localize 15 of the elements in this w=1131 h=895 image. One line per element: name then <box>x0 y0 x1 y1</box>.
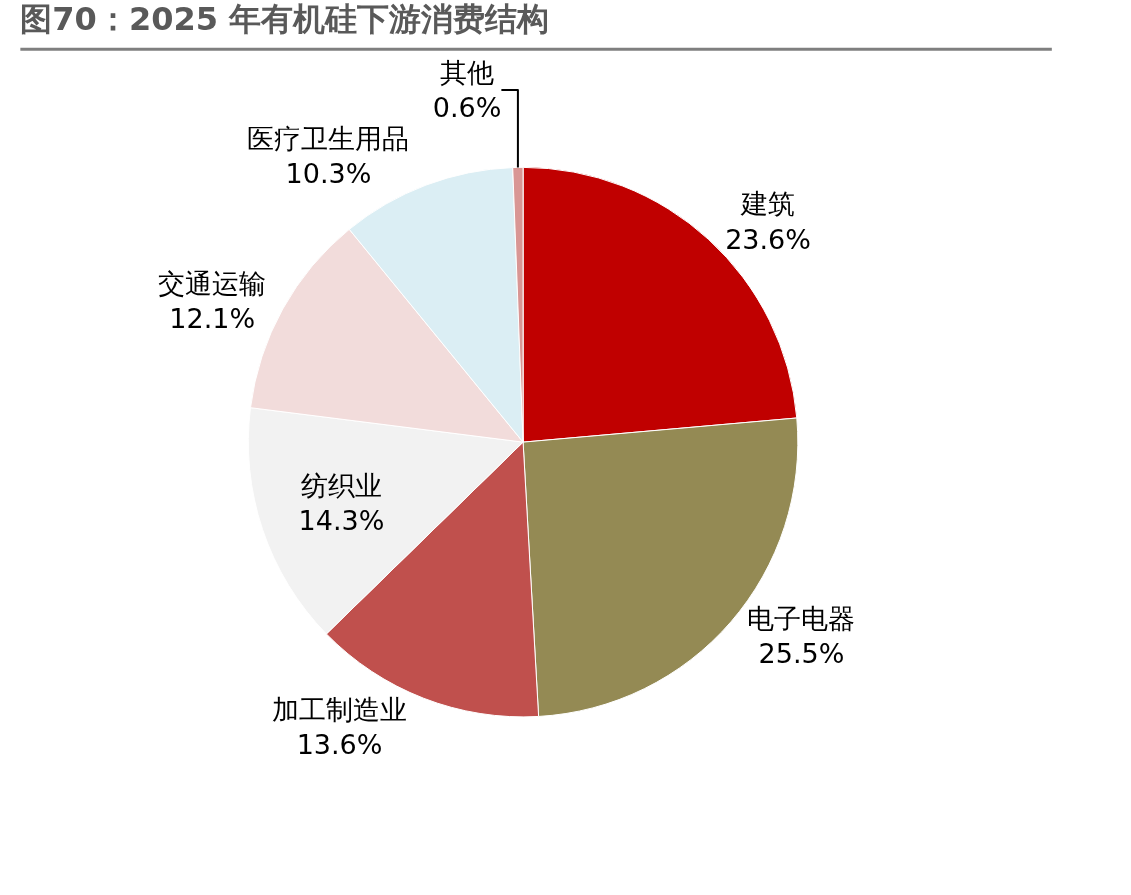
data-label: 12.1% <box>169 303 256 335</box>
slice-label: 纺织业 <box>300 469 382 501</box>
slice-label: 建筑 <box>740 188 796 220</box>
slice-label: 加工制造业 <box>272 693 408 725</box>
data-label: 14.3% <box>298 505 385 537</box>
slice-label: 电子电器 <box>747 602 856 634</box>
slice-label: 其他 <box>440 57 495 89</box>
data-label: 0.6% <box>432 92 502 124</box>
data-label: 25.5% <box>758 638 845 670</box>
data-label: 23.6% <box>725 223 811 255</box>
slice-label: 交通运输 <box>158 268 267 300</box>
data-label: 13.6% <box>296 728 383 760</box>
data-label: 10.3% <box>285 158 372 190</box>
chart-title: 图70：2025 年有机硅下游消费结构 <box>20 0 550 38</box>
slice-label: 医疗卫生用品 <box>247 123 410 155</box>
